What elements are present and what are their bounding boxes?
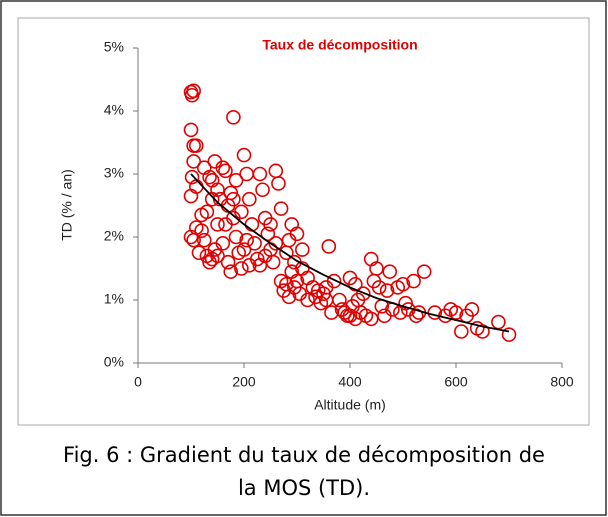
point bbox=[255, 182, 270, 198]
point bbox=[263, 217, 278, 232]
point bbox=[398, 295, 413, 311]
point bbox=[194, 207, 209, 223]
point bbox=[363, 311, 379, 327]
point bbox=[220, 254, 236, 270]
point bbox=[308, 289, 323, 305]
point bbox=[382, 264, 398, 279]
trend-line bbox=[190, 173, 510, 333]
point bbox=[347, 311, 363, 327]
point bbox=[271, 176, 286, 191]
point bbox=[257, 248, 273, 264]
point bbox=[416, 264, 432, 279]
point bbox=[186, 154, 201, 169]
point bbox=[218, 217, 233, 232]
point bbox=[347, 276, 363, 292]
point bbox=[239, 232, 254, 248]
point bbox=[184, 169, 200, 185]
point bbox=[194, 223, 209, 238]
point bbox=[318, 280, 334, 295]
point bbox=[218, 163, 233, 179]
point bbox=[223, 264, 239, 279]
point bbox=[448, 305, 464, 320]
point bbox=[252, 166, 268, 182]
point bbox=[369, 261, 384, 276]
point bbox=[289, 226, 305, 242]
y-tick-label: 1% bbox=[104, 291, 124, 307]
x-tick-label: 800 bbox=[550, 374, 574, 390]
y-tick-label: 2% bbox=[104, 228, 124, 244]
y-tick-label: 5% bbox=[104, 39, 124, 55]
point bbox=[273, 201, 289, 216]
point bbox=[228, 229, 244, 245]
point bbox=[228, 173, 244, 188]
y-tick-label: 3% bbox=[104, 165, 124, 181]
point bbox=[406, 273, 421, 289]
point bbox=[371, 280, 387, 295]
point bbox=[234, 261, 249, 276]
point bbox=[501, 327, 517, 342]
x-tick-label: 0 bbox=[134, 374, 142, 390]
point bbox=[210, 217, 225, 232]
point bbox=[215, 160, 231, 175]
point bbox=[287, 280, 302, 295]
point bbox=[204, 191, 220, 207]
y-tick-label: 0% bbox=[104, 354, 124, 370]
point bbox=[196, 232, 212, 248]
chart-title: Taux de décomposition bbox=[262, 37, 417, 53]
point bbox=[379, 283, 395, 298]
point bbox=[226, 110, 241, 125]
point bbox=[236, 147, 252, 163]
point bbox=[226, 191, 241, 207]
x-axis-label: Altitude (m) bbox=[314, 397, 386, 413]
point bbox=[300, 270, 315, 286]
y-axis-label: TD (% / an) bbox=[59, 169, 75, 241]
point bbox=[453, 324, 469, 339]
x-tick-label: 600 bbox=[444, 374, 468, 390]
point bbox=[202, 169, 217, 185]
point bbox=[236, 242, 252, 257]
point bbox=[355, 286, 371, 302]
point bbox=[300, 292, 315, 308]
point bbox=[189, 138, 204, 153]
point bbox=[475, 324, 490, 339]
x-tick-label: 400 bbox=[338, 374, 362, 390]
point bbox=[284, 264, 300, 279]
point bbox=[215, 236, 231, 251]
point bbox=[321, 239, 337, 254]
x-tick-label: 200 bbox=[232, 374, 256, 390]
point bbox=[332, 292, 347, 308]
point bbox=[294, 242, 310, 257]
chart-frame bbox=[17, 17, 590, 426]
point bbox=[223, 185, 239, 201]
point bbox=[491, 314, 506, 330]
point bbox=[242, 191, 257, 207]
y-tick-label: 4% bbox=[104, 102, 124, 118]
point bbox=[395, 276, 411, 292]
point bbox=[183, 122, 199, 138]
caption: la MOS (TD). bbox=[238, 476, 370, 500]
point bbox=[191, 245, 207, 261]
point bbox=[234, 204, 249, 220]
point bbox=[247, 236, 262, 251]
point bbox=[186, 83, 201, 99]
caption: Fig. 6 : Gradient du taux de décompositi… bbox=[63, 443, 545, 467]
point bbox=[316, 286, 331, 302]
point bbox=[242, 258, 257, 273]
point bbox=[464, 302, 480, 317]
point bbox=[210, 248, 225, 264]
